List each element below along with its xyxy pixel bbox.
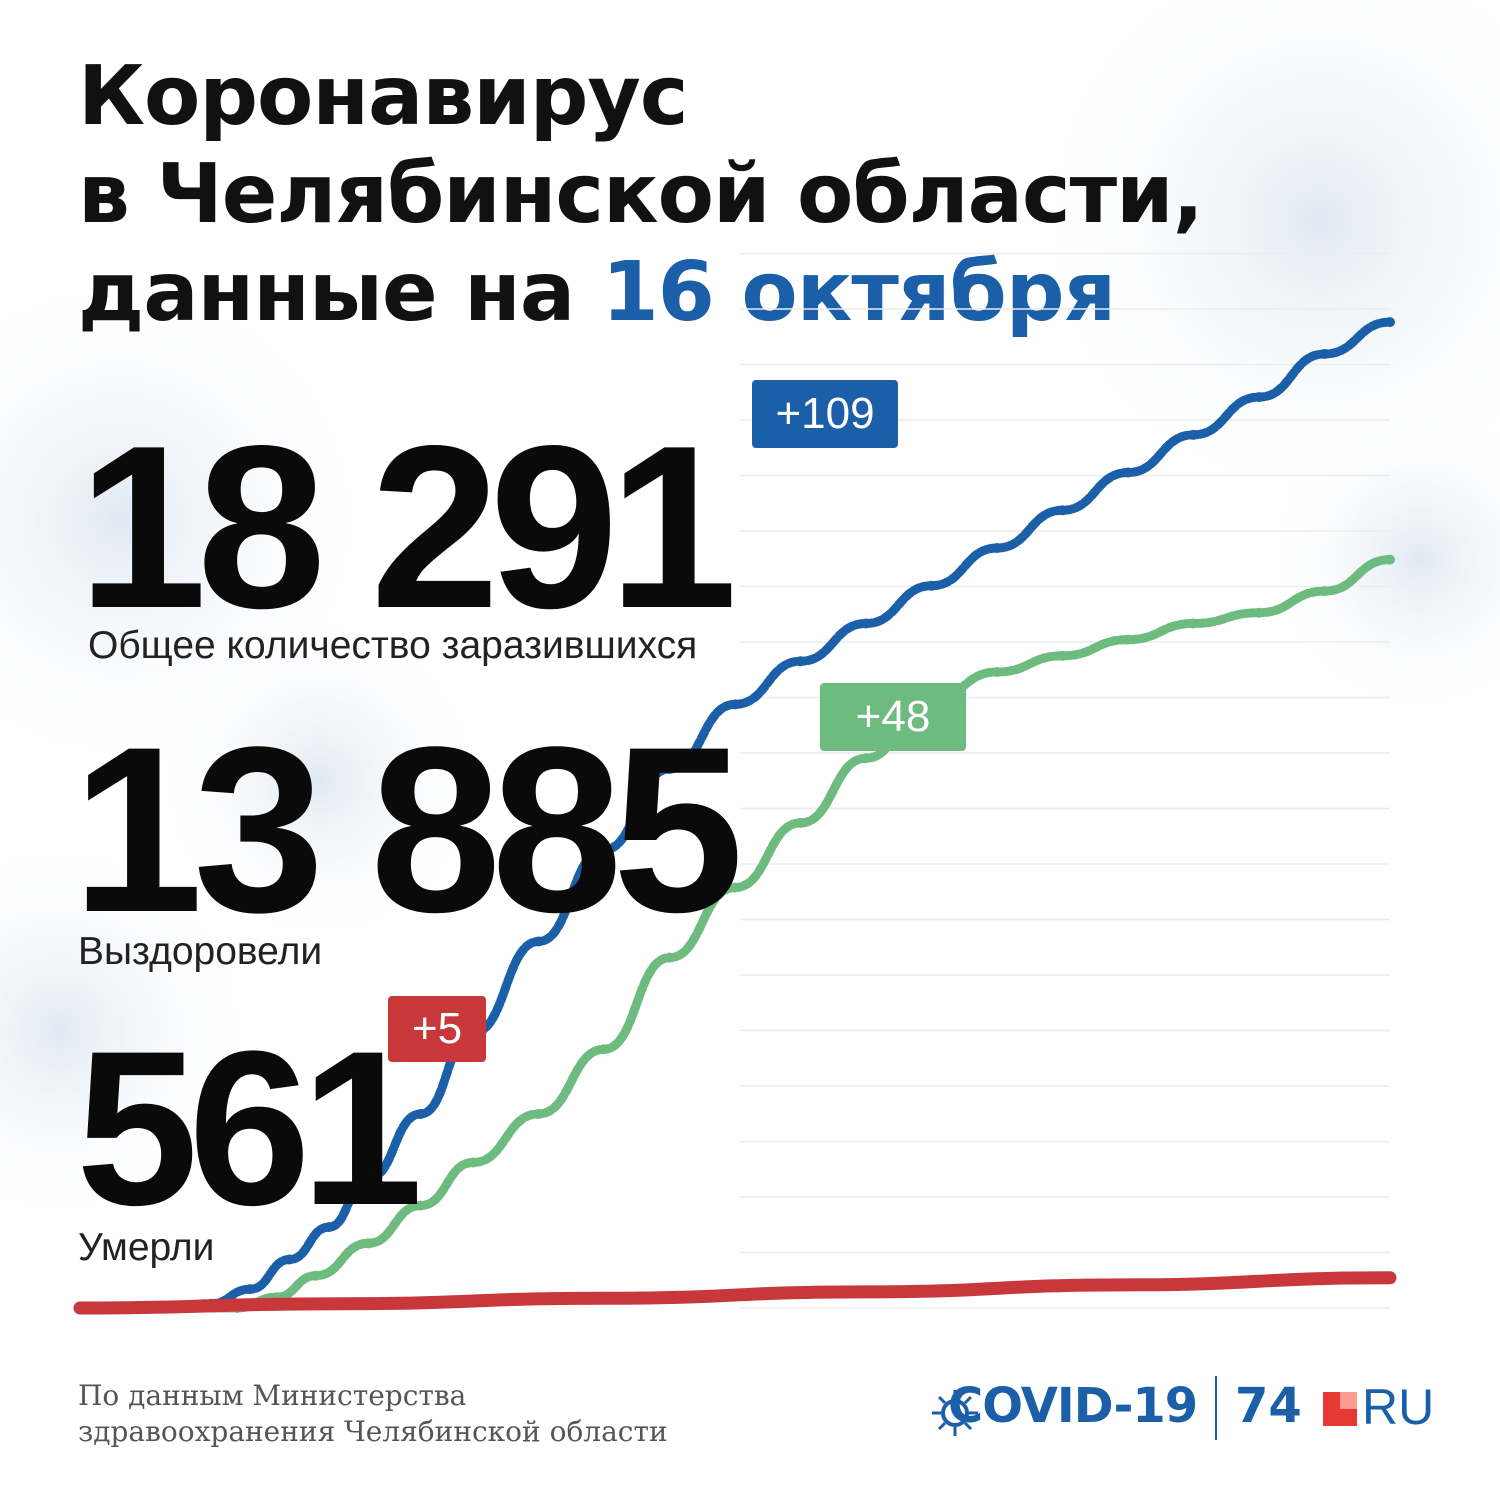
recovered-point bbox=[1385, 554, 1395, 565]
recovered-point bbox=[599, 1044, 609, 1055]
infected-point bbox=[1057, 505, 1068, 516]
infected-point bbox=[992, 543, 1002, 554]
deaths-point bbox=[1122, 1278, 1134, 1291]
recovered-point bbox=[468, 1157, 478, 1168]
recovered-point bbox=[415, 1200, 426, 1211]
title-line-3-prefix: данные на bbox=[78, 245, 602, 340]
infected-point bbox=[795, 656, 806, 667]
deaths-point bbox=[74, 1302, 86, 1314]
infected-point bbox=[1188, 429, 1199, 440]
logo-square-icon bbox=[1323, 1392, 1357, 1426]
logo-ru-text: RU bbox=[1362, 1379, 1435, 1435]
deaths-count: 561 bbox=[76, 1005, 423, 1251]
deaths-label: Умерли bbox=[78, 1226, 215, 1269]
infected-delta-badge: +109 bbox=[752, 380, 898, 448]
recovered-point bbox=[664, 952, 675, 963]
title-date: 16 октября bbox=[601, 245, 1116, 340]
infected-point bbox=[245, 1284, 256, 1295]
page-title: Коронавирус в Челябинской области, данны… bbox=[78, 48, 1204, 342]
title-line-2: в Челябинской области, bbox=[78, 147, 1204, 242]
recovered-count: 13 885 bbox=[72, 698, 744, 962]
source-note: По данным Министерства здравоохранения Ч… bbox=[78, 1378, 668, 1450]
infected-label: Общее количество заразившихся bbox=[88, 624, 698, 667]
recovered-point bbox=[1057, 650, 1068, 661]
infected-point bbox=[284, 1254, 295, 1265]
logo-covid-text: COVID-19 bbox=[948, 1378, 1198, 1434]
infected-point bbox=[1123, 467, 1133, 478]
covid-74ru-logo: COVID-19 74 RU bbox=[930, 1370, 1460, 1450]
title-line-1: Коронавирус bbox=[78, 49, 688, 144]
source-line-2: здравоохранения Челябинской области bbox=[78, 1415, 668, 1448]
deaths-point bbox=[598, 1292, 610, 1305]
recovered-point bbox=[310, 1270, 321, 1281]
recovered-point bbox=[363, 1238, 374, 1249]
deaths-series-line bbox=[73, 1271, 1397, 1315]
recovered-point bbox=[1188, 618, 1199, 629]
recovered-point bbox=[730, 882, 740, 893]
infected-point bbox=[323, 1222, 334, 1233]
recovered-point bbox=[1254, 607, 1264, 618]
source-line-1: По данным Министерства bbox=[78, 1379, 467, 1412]
infected-point bbox=[415, 1108, 426, 1119]
recovered-point bbox=[992, 666, 1002, 677]
logo-divider bbox=[1215, 1376, 1217, 1440]
infected-point bbox=[1254, 392, 1264, 403]
infected-point bbox=[363, 1173, 374, 1184]
deaths-point bbox=[1384, 1271, 1396, 1284]
deaths-point bbox=[860, 1285, 872, 1298]
recovered-point bbox=[861, 753, 871, 764]
infected-point bbox=[730, 699, 740, 710]
infected-point bbox=[599, 844, 609, 855]
infected-point bbox=[926, 580, 937, 591]
infected-point bbox=[664, 764, 675, 774]
recovered-label: Выздоровели bbox=[78, 930, 323, 973]
infected-point bbox=[1385, 317, 1395, 328]
logo-74-text: 74 bbox=[1235, 1378, 1302, 1434]
deaths-delta-badge: +5 bbox=[388, 996, 486, 1062]
recovered-point bbox=[795, 817, 806, 828]
infected-series-line bbox=[75, 317, 1395, 1313]
infected-point bbox=[1319, 348, 1330, 359]
recovered-delta-badge: +48 bbox=[820, 683, 966, 751]
infected-point bbox=[861, 618, 871, 629]
infected-count: 18 291 bbox=[78, 398, 738, 657]
recovered-point bbox=[1319, 586, 1330, 597]
recovered-point bbox=[533, 1108, 544, 1119]
infected-point bbox=[533, 936, 544, 947]
deaths-point bbox=[336, 1297, 348, 1310]
virus-icon bbox=[932, 1390, 978, 1436]
recovered-point bbox=[1123, 634, 1133, 645]
